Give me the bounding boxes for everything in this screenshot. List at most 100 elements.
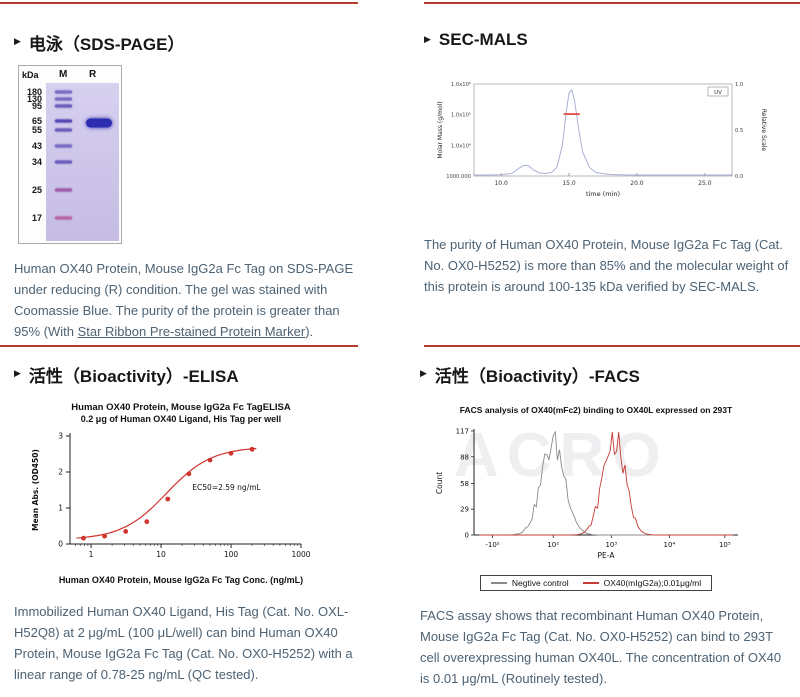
gel-marker-label: 55 <box>31 125 42 136</box>
triangle-bullet-icon: ▶ <box>420 368 427 378</box>
gel-marker-label: 180 <box>26 87 42 98</box>
facs-legend: Negtive control OX40(mIgG2a);0.01μg/ml <box>426 575 766 591</box>
protein-marker-link[interactable]: Star Ribbon Pre-stained Protein Marker <box>77 324 306 340</box>
gel-marker-label: 17 <box>31 213 42 224</box>
svg-text:20.0: 20.0 <box>630 180 644 187</box>
facs-section-title: ▶ 活性（Bioactivity）-FACS <box>420 362 792 387</box>
elisa-chart-block: Human OX40 Protein, Mouse IgG2a Fc TagEL… <box>26 401 336 585</box>
facs-chart-title: FACS analysis of OX40(mFc2) binding to O… <box>459 405 733 415</box>
facs-chart: 117 88 58 29 0 -10² 10² 10³ 10⁴ 10⁵ PE-A Count <box>426 423 766 569</box>
gel-lane-label-r: R <box>89 69 97 80</box>
sec-mals-description: The purity of Human OX40 Protein, Mouse … <box>424 237 789 295</box>
svg-text:time (min): time (min) <box>586 190 620 198</box>
svg-text:10: 10 <box>156 550 166 559</box>
facs-description: FACS assay shows that recombinant Human … <box>420 608 782 687</box>
sds-page-description: Human OX40 Protein, Mouse IgG2a Fc Tag o… <box>14 258 360 342</box>
svg-text:Molar Mass (g/mol): Molar Mass (g/mol) <box>437 101 444 158</box>
svg-text:1: 1 <box>89 550 94 559</box>
svg-text:Count: Count <box>435 472 444 494</box>
svg-text:15.0: 15.0 <box>562 180 576 187</box>
svg-text:117: 117 <box>456 428 469 436</box>
svg-text:1000.000: 1000.000 <box>446 174 471 180</box>
ox40-swatch <box>582 582 599 584</box>
svg-text:0: 0 <box>465 532 469 540</box>
gel-marker-band <box>55 128 72 132</box>
svg-text:1.0x10⁶: 1.0x10⁶ <box>451 82 471 88</box>
svg-text:UV: UV <box>714 90 722 96</box>
svg-text:EC50=2.59 ng/mL: EC50=2.59 ng/mL <box>192 483 261 492</box>
svg-text:58: 58 <box>460 480 469 488</box>
svg-text:1.0x10⁵: 1.0x10⁵ <box>451 113 471 119</box>
gel-marker-band <box>55 104 72 108</box>
svg-text:Relative Scale: Relative Scale <box>760 109 767 152</box>
divider-middle-left <box>0 345 358 347</box>
svg-text:25.0: 25.0 <box>698 180 712 187</box>
negative-control-swatch <box>490 582 507 584</box>
facs-chart-block: FACS analysis of OX40(mFc2) binding to O… <box>426 405 766 591</box>
gel-marker-labels: 180 130 95 65 55 43 34 25 17 <box>21 83 45 241</box>
description-text-end: ). <box>305 324 314 340</box>
gel-marker-band <box>55 188 72 192</box>
svg-text:29: 29 <box>460 506 469 514</box>
section-bioactivity-elisa: ▶ 活性（Bioactivity）-ELISA Human OX40 Prote… <box>14 362 360 685</box>
svg-text:-10²: -10² <box>485 541 499 549</box>
triangle-bullet-icon: ▶ <box>14 368 21 378</box>
svg-text:10⁴: 10⁴ <box>664 541 676 549</box>
gel-marker-band <box>55 144 72 148</box>
section-title-text: 活性（Bioactivity）-ELISA <box>28 367 239 386</box>
svg-text:0.5: 0.5 <box>735 128 743 134</box>
sec-mals-section-title: ▶ SEC-MALS <box>424 30 792 50</box>
elisa-chart-title: Human OX40 Protein, Mouse IgG2a Fc TagEL… <box>71 402 291 413</box>
svg-text:1000: 1000 <box>291 550 310 559</box>
elisa-xaxis-label: Human OX40 Protein, Mouse IgG2a Fc Tag C… <box>58 574 304 585</box>
legend-item-negative-control: Negtive control <box>490 578 569 588</box>
elisa-section-title: ▶ 活性（Bioactivity）-ELISA <box>14 362 360 387</box>
gel-marker-label: 95 <box>31 100 42 111</box>
svg-text:3: 3 <box>58 431 63 440</box>
svg-text:10³: 10³ <box>605 541 617 549</box>
sds-page-section-title: ▶ 电泳（SDS-PAGE） <box>14 30 360 55</box>
gel-marker-band <box>55 119 72 123</box>
svg-text:0.0: 0.0 <box>735 174 743 180</box>
gel-marker-label: 43 <box>31 141 42 152</box>
legend-label: Negtive control <box>511 578 569 588</box>
gel-lane-label-m: M <box>59 69 68 80</box>
svg-text:1: 1 <box>58 503 63 512</box>
svg-text:88: 88 <box>460 453 469 461</box>
section-title-text: 电泳（SDS-PAGE） <box>28 35 185 54</box>
section-sec-mals: ▶ SEC-MALS 1.0x10⁶ 1.0x10⁵ 1.0x10⁴ 1000.000… <box>424 30 792 297</box>
gel-marker-label: 130 <box>26 93 42 104</box>
gel-marker-band <box>55 90 72 94</box>
gel-marker-band <box>55 216 72 220</box>
gel-marker-label: 65 <box>31 115 42 126</box>
svg-text:2: 2 <box>58 467 63 476</box>
description-text: Human OX40 Protein, Mouse IgG2a Fc Tag o… <box>14 261 354 340</box>
section-sds-page: ▶ 电泳（SDS-PAGE） kDa M R 180 130 95 65 55 43 34 2… <box>14 30 360 342</box>
elisa-chart-subtitle: 0.2 μg of Human OX40 Ligand, His Tag per… <box>80 414 282 425</box>
divider-top-right <box>424 2 800 4</box>
legend-item-ox40: OX40(mIgG2a);0.01μg/ml <box>582 578 702 588</box>
gel-body: 180 130 95 65 55 43 34 25 17 <box>21 83 119 241</box>
svg-text:1.0: 1.0 <box>735 82 743 88</box>
section-bioactivity-facs: ACRO ▶ 活性（Bioactivity）-FACS FACS analysi… <box>420 362 792 689</box>
gel-marker-band <box>55 160 72 164</box>
elisa-description: Immobilized Human OX40 Ligand, His Tag (… <box>14 603 353 683</box>
legend-label: OX40(mIgG2a);0.01μg/ml <box>603 578 702 588</box>
triangle-bullet-icon: ▶ <box>424 33 431 44</box>
svg-text:PE-A: PE-A <box>598 551 616 560</box>
sec-mals-chart: 1.0x10⁶ 1.0x10⁵ 1.0x10⁴ 1000.000 1.0 0.5 0.0 10… <box>432 74 772 208</box>
svg-text:10⁵: 10⁵ <box>719 541 731 549</box>
divider-top-left <box>0 2 358 4</box>
facs-legend-box: Negtive control OX40(mIgG2a);0.01μg/ml <box>479 575 713 591</box>
gel-marker-label: 34 <box>31 157 42 167</box>
gel-header-row: kDa M R <box>21 68 119 83</box>
gel-marker-band <box>55 97 72 101</box>
section-title-text: SEC-MALS <box>438 30 528 49</box>
svg-text:Mean Abs. (OD450): Mean Abs. (OD450) <box>31 449 40 531</box>
svg-text:10.0: 10.0 <box>494 180 508 187</box>
svg-text:1.0x10⁴: 1.0x10⁴ <box>451 143 471 149</box>
svg-text:10²: 10² <box>547 541 559 549</box>
triangle-bullet-icon: ▶ <box>14 36 21 46</box>
section-title-text: 活性（Bioactivity）-FACS <box>434 367 640 386</box>
